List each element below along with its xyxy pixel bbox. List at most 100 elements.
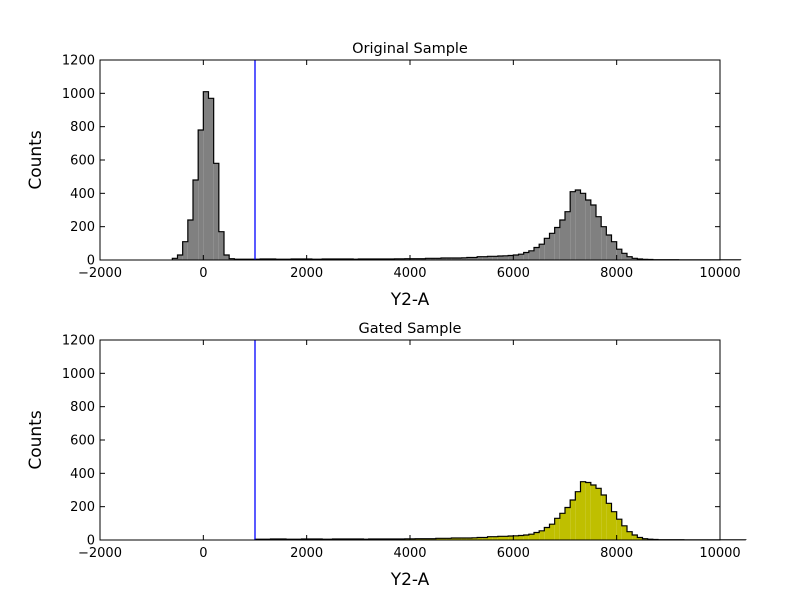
histogram-bar [229,258,235,260]
histogram-bar [534,532,540,540]
y-tick-label: 0 [87,254,95,269]
histogram-bar [627,531,633,540]
histogram-bar [461,257,467,260]
histogram-bar [420,258,426,260]
y-tick-label: 1000 [62,87,95,102]
y-axis-label: Counts [26,130,46,189]
y-tick-label: 200 [70,220,95,235]
x-axis-label: Y2-A [390,290,430,310]
histogram-bar [461,538,467,540]
histogram-bar [503,255,509,260]
histogram-bar [187,220,193,260]
histogram-bar [218,231,224,260]
histogram-bar [477,256,483,260]
x-tick-label: 4000 [393,546,426,561]
histogram-bar [435,538,441,540]
histogram-bar [621,253,627,260]
y-tick-label: 200 [70,500,95,515]
histogram-bar [466,538,472,540]
histogram-bar [435,258,441,260]
histogram-bar [590,205,596,260]
histogram-bar [208,98,214,260]
histogram-bar [580,481,586,540]
histogram-bar [637,537,643,540]
histogram-bar [539,530,545,540]
histogram-bar [420,538,426,540]
histogram-bar [575,190,581,260]
chart-title: Original Sample [352,41,468,57]
histogram-bar [585,482,591,540]
histogram-bar [172,258,178,260]
histogram-bar [497,256,503,260]
y-tick-label: 800 [70,400,95,415]
histogram-bar [528,250,534,260]
histogram-bar [482,256,488,260]
histogram-bar [642,538,648,540]
histogram-panel-gated: −2000 0 2000 4000 6000 8000 100000200400600800… [26,321,747,590]
histogram-bar [503,536,509,540]
x-tick-label: 6000 [497,546,530,561]
histogram-bar [606,503,612,540]
histogram-bar [596,216,602,260]
histogram-bar [224,255,230,260]
x-tick-label: 0 [199,266,207,281]
y-tick-label: 800 [70,120,95,135]
histogram-bar [492,536,498,540]
histogram-bar [451,538,457,540]
histogram-bar [425,538,431,540]
histogram-bar [441,538,447,540]
histogram-bar [544,527,550,540]
x-axis-label: Y2-A [390,570,430,590]
histogram-outline [254,481,747,541]
histogram-outline [171,91,742,261]
histogram-bar [497,536,503,540]
chart-title: Gated Sample [359,321,462,337]
histogram-bar [580,193,586,260]
histogram-bar [441,258,447,260]
histogram-bar [549,233,555,260]
histogram-bar [590,485,596,540]
histogram-bar [596,488,602,540]
histogram-bar [177,255,183,260]
x-tick-label: 10000 [699,546,740,561]
y-tick-label: 1200 [62,54,95,69]
histogram-bar [430,258,436,260]
x-tick-label: 6000 [497,266,530,281]
x-tick-label: 4000 [393,266,426,281]
histogram-bar [456,258,462,260]
histogram-bar [513,255,519,260]
histogram-bar [570,191,576,260]
y-tick-label: 600 [70,434,95,449]
histogram-bar [523,535,529,540]
histogram-bar [415,258,421,260]
histogram-bar [565,507,571,540]
histogram-bar [611,511,617,540]
histogram-bar [616,519,622,540]
histogram-bar [601,226,607,260]
y-tick-label: 600 [70,154,95,169]
y-tick-label: 1200 [62,334,95,349]
histogram-bar [554,518,560,540]
x-tick-label: 10000 [699,266,740,281]
histogram-bar [482,537,488,540]
histogram-bar [606,235,612,260]
y-tick-label: 1000 [62,367,95,382]
x-tick-label: 2000 [290,266,323,281]
histogram-bar [487,256,493,260]
histogram-bar [554,227,560,260]
histogram-bar [616,249,622,260]
histogram-bar [523,252,529,260]
histogram-bar [466,257,472,260]
histogram-bar [410,258,416,260]
histogram-bar [456,538,462,540]
histogram-bar [518,254,524,260]
x-tick-label: 8000 [600,546,633,561]
histogram-bar [539,244,545,260]
histogram-panel-original: −2000 0 2000 4000 6000 8000 100000200400600800… [26,41,742,310]
histogram-bars [255,481,746,540]
y-axis-label: Counts [26,410,46,469]
histogram-bar [565,211,571,260]
histogram-bar [472,537,478,540]
plot-frame [99,339,721,541]
